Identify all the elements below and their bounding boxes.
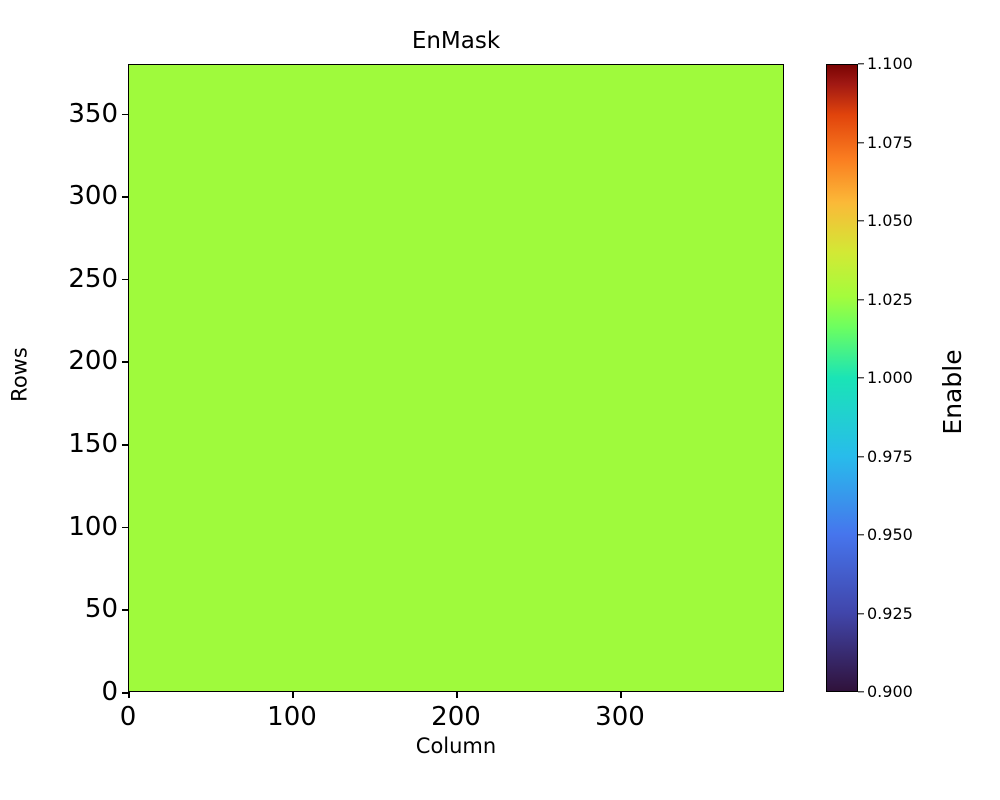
y-tick-label: 350 xyxy=(68,98,118,129)
colorbar-tick-label: 1.075 xyxy=(867,132,913,152)
colorbar-tick-label: 0.925 xyxy=(867,603,913,623)
heatmap-image xyxy=(129,65,783,691)
colorbar-gradient xyxy=(827,65,857,691)
x-tick-label: 0 xyxy=(119,702,137,732)
x-tick-mark xyxy=(456,691,458,698)
x-tick-mark xyxy=(292,691,294,698)
colorbar[interactable] xyxy=(826,64,858,692)
colorbar-tick-label: 0.950 xyxy=(867,525,913,544)
colorbar-tick-label: 1.025 xyxy=(867,289,913,309)
y-tick-label: 0 xyxy=(101,677,118,707)
heatmap-axes[interactable] xyxy=(128,64,784,692)
y-tick-label: 150 xyxy=(68,429,118,460)
page-title: EnMask xyxy=(411,28,501,54)
colorbar-tick-mark xyxy=(858,141,864,144)
y-tick-label: 100 xyxy=(68,511,118,542)
y-tick-mark xyxy=(122,692,128,694)
y-tick-label: 200 xyxy=(68,346,118,377)
colorbar-tick-label: 1.050 xyxy=(867,211,913,230)
x-tick-label: 200 xyxy=(431,702,481,732)
colorbar-tick-label: 0.900 xyxy=(867,682,913,701)
x-tick-mark xyxy=(620,691,622,698)
colorbar-tick-label: 1.100 xyxy=(867,54,913,73)
colorbar-tick-mark xyxy=(858,455,864,458)
y-axis-label: Rows xyxy=(7,347,32,402)
colorbar-tick-mark xyxy=(858,63,864,65)
colorbar-tick-mark xyxy=(858,220,864,222)
x-tick-label: 100 xyxy=(267,702,317,732)
colorbar-tick-mark xyxy=(858,298,864,301)
colorbar-tick-mark xyxy=(858,534,864,536)
x-tick-mark xyxy=(128,691,130,698)
x-axis-label: Column xyxy=(415,734,497,758)
colorbar-tick-label: 0.975 xyxy=(867,446,913,466)
colorbar-tick-mark xyxy=(858,377,864,379)
y-tick-label: 50 xyxy=(84,594,118,625)
y-tick-label: 250 xyxy=(68,263,118,294)
y-tick-label: 300 xyxy=(68,181,118,212)
x-tick-label: 300 xyxy=(595,702,645,732)
colorbar-label: Enable xyxy=(938,349,967,435)
colorbar-tick-mark xyxy=(858,691,864,693)
colorbar-tick-label: 1.000 xyxy=(867,368,913,387)
colorbar-tick-mark xyxy=(858,612,864,615)
